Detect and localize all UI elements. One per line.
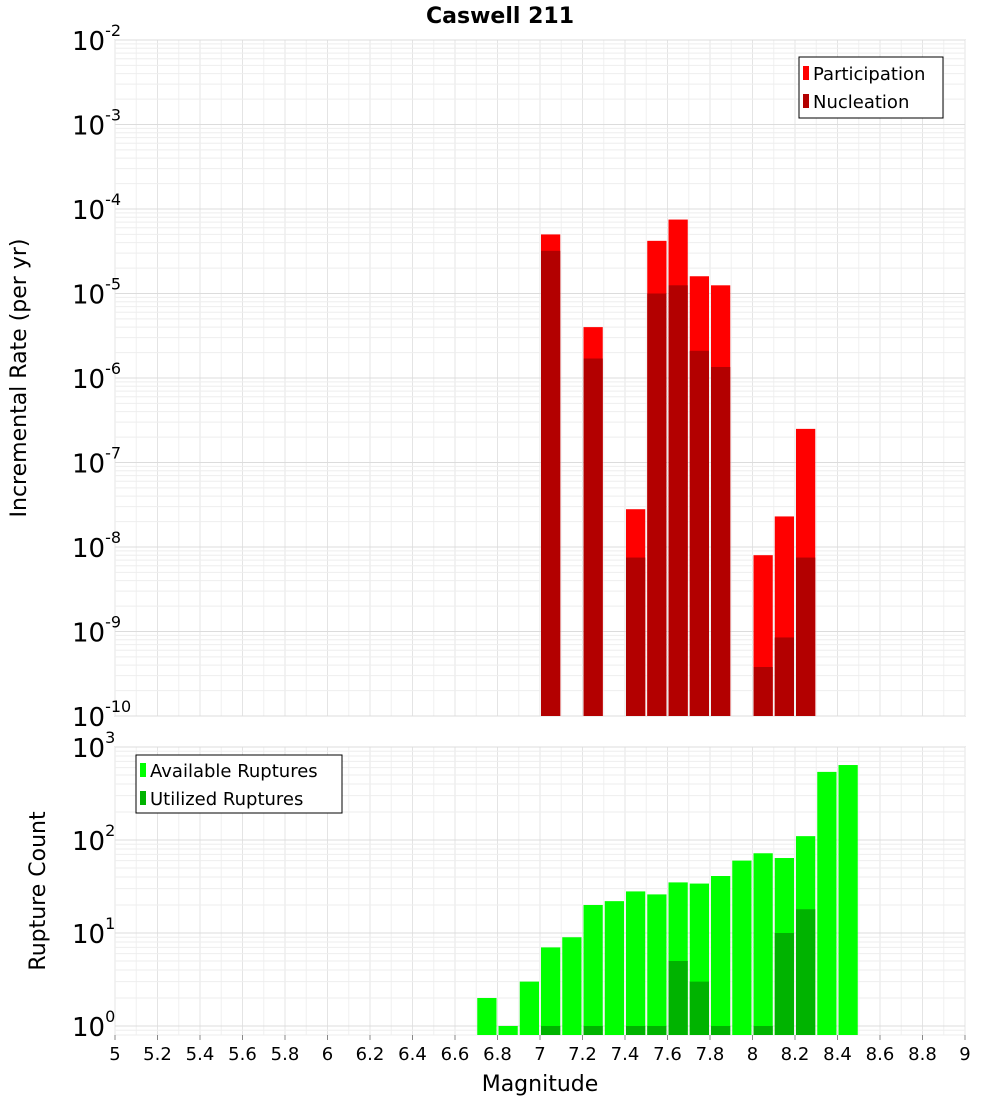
x-tick-label: 6 <box>322 1044 333 1065</box>
top-y-tick-label: 10-5 <box>72 275 121 311</box>
x-tick-label: 8.6 <box>866 1044 895 1065</box>
x-tick-label: 5.4 <box>186 1044 215 1065</box>
top-bar-nucleation <box>583 358 603 716</box>
bot-bar-available-ruptures <box>562 937 582 1035</box>
bot-bar-utilized-ruptures <box>583 1025 603 1035</box>
top-bar-nucleation <box>668 285 688 716</box>
legend-swatch-utilized <box>140 791 146 805</box>
bottom-y-axis-label: Rupture Count <box>26 811 51 971</box>
top-y-tick-label: 10-7 <box>72 444 121 480</box>
top-bar-nucleation <box>796 557 816 716</box>
top-gridlines <box>114 39 966 717</box>
bot-bar-available-ruptures <box>838 765 858 1035</box>
legend-label-utilized: Utilized Ruptures <box>150 789 303 810</box>
bottom-legend: Available Ruptures Utilized Ruptures <box>135 754 343 814</box>
bot-y-tick-label: 100 <box>72 1007 115 1043</box>
top-legend: Participation Nucleation <box>798 56 944 119</box>
bot-bar-available-ruptures <box>711 876 731 1035</box>
top-y-tick-label: 10-9 <box>72 613 121 649</box>
bottom-panel: 100 101 102 103 5 5.2 5.4 5.6 5.8 6 6.2 6.4 6.6 6.8 7… <box>26 728 971 1097</box>
top-panel: 10-10 10-9 10-8 10-7 10-6 10-5 10-4 10-3 10-2 In… <box>7 21 966 733</box>
top-y-tick-label: 10-4 <box>72 190 121 226</box>
bot-bar-available-ruptures <box>732 860 752 1035</box>
x-tick-label: 9 <box>959 1044 970 1065</box>
x-tick-label: 6.6 <box>441 1044 470 1065</box>
bot-bar-available-ruptures <box>753 853 773 1035</box>
x-tick-label: 6.2 <box>356 1044 385 1065</box>
top-bar-nucleation <box>753 667 773 716</box>
x-tick-label: 8.8 <box>908 1044 937 1065</box>
legend-swatch-available <box>140 763 146 777</box>
x-tick-label: 6.8 <box>483 1044 512 1065</box>
bot-bar-utilized-ruptures <box>774 932 794 1035</box>
bot-bar-available-ruptures <box>519 981 539 1035</box>
bot-bar-utilized-ruptures <box>541 1025 561 1035</box>
bot-bar-available-ruptures <box>626 891 646 1035</box>
bot-bar-utilized-ruptures <box>626 1025 646 1035</box>
x-tick-label: 5.8 <box>271 1044 300 1065</box>
bot-bar-utilized-ruptures <box>689 981 709 1035</box>
bot-bar-available-ruptures <box>647 894 667 1035</box>
bottom-y-tick-labels: 100 101 102 103 <box>72 728 115 1043</box>
x-tick-label: 5.6 <box>228 1044 257 1065</box>
top-bar-nucleation <box>711 366 731 716</box>
top-y-tick-label: 10-8 <box>72 528 121 564</box>
legend-swatch-nucleation <box>803 94 809 108</box>
top-bar-nucleation <box>626 557 646 716</box>
top-y-tick-label: 10-3 <box>72 106 121 142</box>
bot-bar-utilized-ruptures <box>753 1025 773 1035</box>
bot-y-tick-label: 103 <box>72 728 115 764</box>
top-y-axis-label: Incremental Rate (per yr) <box>7 239 32 518</box>
bot-bar-available-ruptures <box>604 901 624 1035</box>
x-tick-label: 7.4 <box>611 1044 640 1065</box>
x-tick-label: 7.2 <box>568 1044 597 1065</box>
x-tick-label: 6.4 <box>398 1044 427 1065</box>
bot-bar-available-ruptures <box>498 1025 518 1035</box>
bot-bar-available-ruptures <box>583 904 603 1035</box>
x-tick-label: 5 <box>109 1044 120 1065</box>
bot-y-tick-label: 102 <box>72 821 115 857</box>
legend-label-participation: Participation <box>813 64 925 85</box>
chart-title: Caswell 211 <box>426 4 574 29</box>
bot-bar-utilized-ruptures <box>647 1025 667 1035</box>
x-tick-label: 5.2 <box>143 1044 172 1065</box>
top-y-tick-labels: 10-10 10-9 10-8 10-7 10-6 10-5 10-4 10-3 10-2 <box>72 21 131 733</box>
x-tick-label: 8.2 <box>781 1044 810 1065</box>
bot-bar-available-ruptures <box>477 997 497 1035</box>
top-bar-nucleation <box>774 637 794 716</box>
bot-bar-utilized-ruptures <box>711 1025 731 1035</box>
x-tick-label: 7.6 <box>653 1044 682 1065</box>
top-y-tick-label: 10-6 <box>72 359 121 395</box>
top-y-tick-label: 10-10 <box>72 697 131 733</box>
legend-swatch-participation <box>803 66 809 80</box>
x-tick-label: 8 <box>747 1044 758 1065</box>
legend-label-available: Available Ruptures <box>150 761 318 782</box>
legend-label-nucleation: Nucleation <box>813 92 909 113</box>
x-axis-label: Magnitude <box>482 1072 599 1097</box>
bot-y-tick-label: 101 <box>72 914 115 950</box>
bot-bar-available-ruptures <box>817 771 837 1035</box>
top-bar-nucleation <box>689 350 709 716</box>
top-y-tick-label: 10-2 <box>72 21 121 57</box>
bottom-bars <box>477 765 858 1035</box>
x-tick-label: 7 <box>534 1044 545 1065</box>
top-bars <box>541 219 816 717</box>
top-bar-nucleation <box>647 293 667 716</box>
bottom-legend-box <box>135 754 343 814</box>
x-tick-label: 7.8 <box>696 1044 725 1065</box>
top-legend-box <box>798 56 944 119</box>
bot-bar-utilized-ruptures <box>668 960 688 1035</box>
x-tick-labels: 5 5.2 5.4 5.6 5.8 6 6.2 6.4 6.6 6.8 7 7.2 7.4 7.6 7.8 8… <box>109 1035 971 1065</box>
bot-bar-utilized-ruptures <box>796 909 816 1035</box>
bot-bar-available-ruptures <box>541 947 561 1035</box>
top-bar-nucleation <box>541 250 561 716</box>
x-tick-label: 8.4 <box>823 1044 852 1065</box>
